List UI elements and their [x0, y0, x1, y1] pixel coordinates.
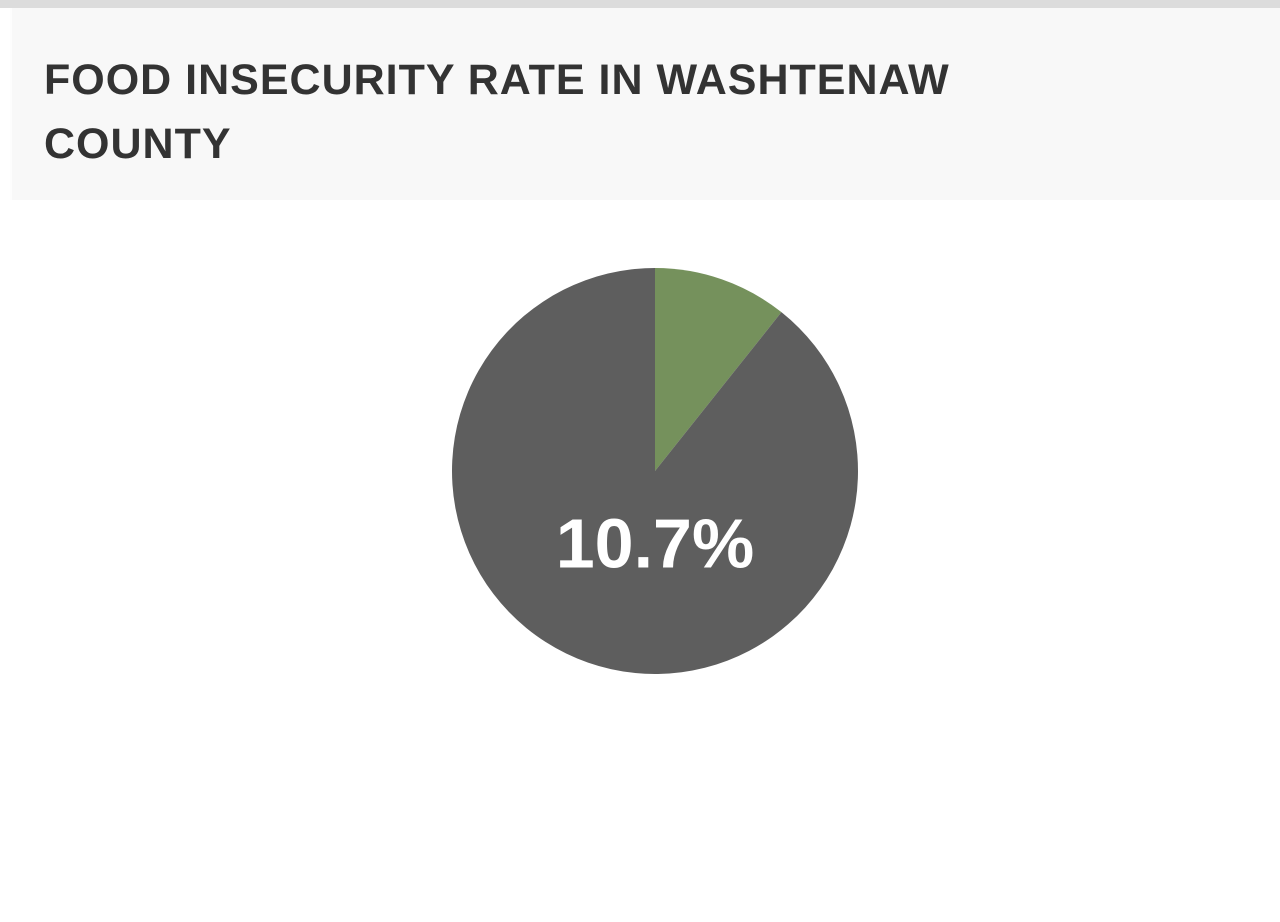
pie-slice	[655, 268, 782, 471]
chart: 10.7%	[451, 268, 858, 674]
chart-title: FOOD INSECURITY RATE IN WASHTENAW COUNTY	[44, 56, 950, 168]
header: FOOD INSECURITY RATE IN WASHTENAW COUNTY	[10, 8, 1280, 200]
value-label: 10.7%	[556, 504, 754, 582]
top-bar	[0, 0, 1280, 8]
pie-slice	[451, 268, 858, 674]
